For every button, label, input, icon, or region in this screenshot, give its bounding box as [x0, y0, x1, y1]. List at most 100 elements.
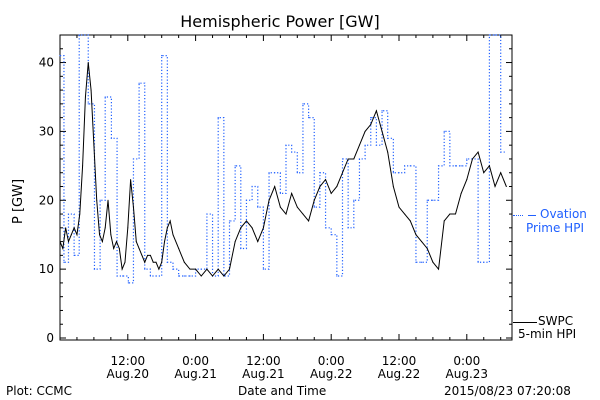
swpc-point: [229, 268, 230, 270]
ovation-point: [149, 275, 151, 277]
swpc-point: [164, 241, 166, 243]
ovation-point: [437, 165, 440, 167]
swpc-point: [483, 172, 485, 174]
ovation-point: [67, 213, 70, 215]
ovation-point: [99, 199, 101, 201]
swpc-point: [291, 192, 293, 194]
swpc-point: [107, 199, 109, 201]
x-tick-time-0: 12:00: [111, 354, 146, 368]
swpc-point: [113, 247, 115, 249]
ovation-point: [104, 96, 106, 98]
swpc-point: [302, 213, 304, 215]
swpc-point: [426, 247, 428, 249]
swpc-point: [141, 254, 143, 256]
ovation-point: [296, 172, 298, 174]
ovation-point: [183, 275, 185, 277]
ovation-step-line: [60, 34, 506, 284]
ovation-point: [127, 282, 129, 284]
x-tick-time-5: 0:00: [453, 354, 480, 368]
swpc-point: [189, 268, 191, 270]
swpc-point: [110, 234, 112, 236]
swpc-point: [65, 227, 67, 229]
x-tick-date-4: Aug.22: [378, 367, 421, 381]
ovation-point: [387, 137, 389, 139]
ovation-point: [240, 247, 242, 250]
ovation-point: [285, 144, 287, 146]
swpc-point: [279, 206, 281, 208]
ovation-point: [59, 55, 61, 57]
swpc-point: [178, 247, 180, 249]
swpc-point: [144, 261, 146, 263]
ovation-point: [200, 268, 202, 270]
ovation-point: [500, 151, 502, 153]
legend-ovation-label-2: Prime HPI: [526, 221, 584, 235]
swpc-point: [127, 227, 129, 229]
ovation-point: [138, 82, 140, 84]
y-axis-ticks: 0 10 20 30 40: [39, 48, 512, 345]
swpc-point: [169, 220, 171, 222]
ovation-point: [144, 268, 146, 270]
swpc-point: [336, 186, 338, 187]
ovation-point: [73, 254, 75, 256]
swpc-point: [67, 241, 69, 243]
swpc-point: [76, 234, 78, 236]
swpc-point: [375, 110, 377, 112]
swpc-point: [438, 268, 440, 270]
chart-title: Hemispheric Power [GW]: [180, 12, 380, 31]
swpc-point: [161, 261, 163, 263]
ovation-point: [110, 137, 113, 139]
x-tick-date-2: Aug.21: [242, 367, 285, 381]
swpc-point: [99, 234, 101, 236]
swpc-point: [206, 268, 208, 270]
swpc-point: [93, 144, 95, 146]
swpc-point: [268, 199, 270, 201]
swpc-point: [155, 261, 157, 263]
swpc-point: [262, 227, 264, 229]
ovation-point: [409, 165, 411, 167]
ovation-point: [358, 158, 361, 160]
ovation-point: [291, 151, 293, 153]
ovation-point: [330, 234, 332, 236]
swpc-point: [330, 192, 332, 194]
ovation-point: [78, 34, 80, 36]
swpc-point: [118, 247, 120, 249]
swpc-point: [96, 199, 98, 201]
legend-ovation-swatch: [513, 215, 523, 216]
ovation-point: [116, 275, 118, 277]
ovation-point: [483, 261, 485, 263]
legend-swpc-label-2: 5-min HPI: [518, 327, 577, 341]
ovation-point: [268, 172, 270, 174]
ovation-point: [93, 268, 96, 270]
swpc-point: [500, 172, 502, 174]
ovation-point: [245, 199, 248, 201]
ovation-point: [415, 261, 417, 263]
swpc-point: [245, 220, 247, 222]
ovation-point: [466, 158, 468, 160]
ovation-point: [488, 34, 490, 36]
swpc-hpi-series: [59, 62, 507, 277]
ovation-point: [319, 172, 321, 174]
swpc-point: [477, 151, 479, 153]
ovation-point: [155, 275, 157, 277]
ovation-point: [341, 158, 344, 160]
ovation-point: [178, 275, 180, 277]
swpc-point: [124, 261, 126, 263]
swpc-point: [432, 261, 434, 263]
ovation-point: [274, 172, 276, 174]
swpc-point: [381, 130, 383, 132]
swpc-point: [79, 213, 81, 215]
y-axis-label: P [GW]: [11, 178, 27, 225]
swpc-point: [449, 213, 451, 215]
swpc-point: [152, 261, 154, 263]
ovation-point: [251, 185, 253, 188]
ovation-point: [172, 268, 174, 270]
ovation-point: [308, 117, 310, 119]
swpc-point: [104, 227, 106, 229]
swpc-point: [200, 275, 202, 277]
ovation-point: [217, 117, 219, 119]
swpc-point: [358, 144, 360, 146]
swpc-point: [212, 275, 214, 277]
ovation-point: [494, 34, 496, 36]
y-tick-label-30: 30: [39, 124, 54, 138]
ovation-point: [228, 220, 231, 222]
